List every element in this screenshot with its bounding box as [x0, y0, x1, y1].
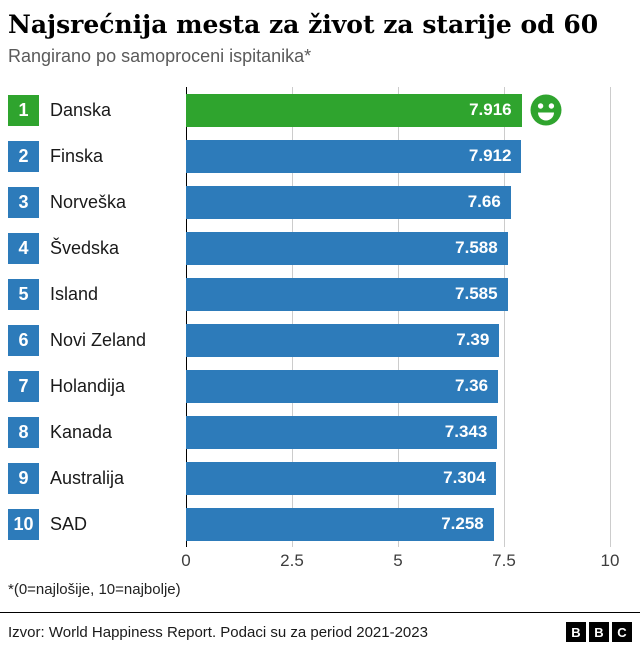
gridlines-layer: [186, 87, 611, 547]
bar-track: 7.258: [186, 507, 610, 541]
footer-divider: [0, 612, 640, 613]
bar: 7.343: [186, 415, 498, 449]
bar-value-label: 7.343: [444, 422, 488, 441]
x-tick-label: 7.5: [492, 551, 516, 570]
bar-value-label: 7.258: [441, 514, 484, 533]
x-tick-label: 10: [600, 551, 620, 570]
bar-value-label: 7.36: [454, 376, 489, 395]
rank-badge: 4: [8, 232, 39, 264]
rank-badge: 6: [8, 324, 39, 356]
country-label: Australija: [50, 467, 125, 488]
bar-value-label: 7.916: [469, 100, 512, 119]
chart-header: Najsrećnija mesta za život za starije od…: [0, 0, 640, 67]
bar-chart: 1 Danska 7.916 2 Finska 7.912 3 Norveška 7.66 4 Šv…: [0, 87, 640, 575]
row-label-group: 2 Finska: [8, 140, 186, 172]
bbc-logo-block: B: [566, 622, 586, 642]
gridline: [504, 87, 505, 547]
bar-rows: 1 Danska 7.916 2 Finska 7.912 3 Norveška 7.66 4 Šv…: [0, 87, 640, 547]
bar-row: 2 Finska 7.912: [0, 133, 640, 179]
row-label-group: 7 Holandija: [8, 370, 186, 402]
row-label-group: 9 Australija: [8, 462, 186, 494]
chart-subtitle: Rangirano po samoproceni ispitanika*: [8, 46, 312, 66]
bar-value-label: 7.585: [455, 284, 498, 303]
row-label-group: 10 SAD: [8, 508, 186, 540]
gridline: [398, 87, 399, 547]
country-label: Island: [50, 283, 99, 304]
country-label: Norveška: [50, 191, 127, 212]
bar-track: 7.343: [186, 415, 610, 449]
bar-track: 7.39: [186, 323, 610, 357]
bar-value-label: 7.912: [468, 146, 512, 165]
gridline: [610, 87, 611, 547]
row-label-group: 6 Novi Zeland: [8, 324, 186, 356]
bar-track: 7.585: [186, 277, 610, 311]
x-tick-label: 0: [181, 551, 191, 570]
country-label: Finska: [50, 145, 104, 166]
bar-row: 7 Holandija 7.36: [0, 363, 640, 409]
row-label-group: 5 Island: [8, 278, 186, 310]
rank-badge: 10: [8, 508, 39, 540]
country-label: Novi Zeland: [50, 329, 147, 350]
row-label-group: 1 Danska: [8, 94, 186, 126]
bar: 7.585: [186, 277, 508, 311]
plot-area: 1 Danska 7.916 2 Finska 7.912 3 Norveška 7.66 4 Šv…: [0, 87, 640, 547]
bar-value-label: 7.66: [467, 192, 501, 211]
bar-row: 9 Australija 7.304: [0, 455, 640, 501]
bar-track: 7.916: [186, 93, 610, 127]
bar-value-label: 7.304: [443, 468, 486, 487]
country-label: SAD: [50, 513, 88, 534]
source-credit: Izvor: World Happiness Report. Podaci su…: [8, 623, 428, 641]
country-label: Danska: [50, 99, 112, 120]
rank-badge: 5: [8, 278, 39, 310]
bar: 7.258: [186, 507, 494, 541]
bar-track: 7.588: [186, 231, 610, 265]
bar-row: 1 Danska 7.916: [0, 87, 640, 133]
bar-row: 10 SAD 7.258: [0, 501, 640, 547]
x-tick-label: 2.5: [280, 551, 304, 570]
footer: Izvor: World Happiness Report. Podaci su…: [0, 613, 640, 642]
bar: 7.588: [186, 231, 508, 265]
bbc-logo-block: C: [612, 622, 632, 642]
bar-row: 6 Novi Zeland 7.39: [0, 317, 640, 363]
bar-value-label: 7.39: [456, 330, 490, 349]
axis-zero-line: [186, 87, 187, 547]
country-label: Holandija: [50, 375, 126, 396]
bar-row: 4 Švedska 7.588: [0, 225, 640, 271]
bar-track: 7.66: [186, 185, 610, 219]
bar: 7.66: [186, 185, 511, 219]
x-tick-label: 5: [393, 551, 403, 570]
country-label: Kanada: [50, 421, 113, 442]
bar-value-label: 7.588: [455, 238, 498, 257]
bar: 7.912: [186, 139, 522, 173]
rank-badge: 9: [8, 462, 39, 494]
bar-row: 8 Kanada 7.343: [0, 409, 640, 455]
bar-row: 3 Norveška 7.66: [0, 179, 640, 225]
bar-highlighted: 7.916: [186, 93, 522, 127]
row-label-group: 8 Kanada: [8, 416, 186, 448]
bar-track: 7.912: [186, 139, 610, 173]
rank-badge: 7: [8, 370, 39, 402]
bar-track: 7.36: [186, 369, 610, 403]
scale-footnote: *(0=najlošije, 10=najbolje): [8, 581, 181, 598]
bar-row: 5 Island 7.585: [0, 271, 640, 317]
bar: 7.36: [186, 369, 499, 403]
row-label-group: 4 Švedska: [8, 232, 186, 264]
gridline: [292, 87, 293, 547]
rank-badge: 8: [8, 416, 39, 448]
country-label: Švedska: [50, 237, 120, 258]
smiley-face-icon: [530, 94, 562, 126]
row-label-group: 3 Norveška: [8, 186, 186, 218]
bar-track: 7.304: [186, 461, 610, 495]
rank-badge: 3: [8, 186, 39, 218]
bbc-logo-block: B: [589, 622, 609, 642]
x-axis: 0 2.5 5 7.5 10: [181, 547, 619, 575]
rank-badge: 1: [8, 94, 39, 126]
page-title: Najsrećnija mesta za život za starije od…: [8, 10, 599, 39]
rank-badge: 2: [8, 140, 39, 172]
bar: 7.39: [186, 323, 500, 357]
bar: 7.304: [186, 461, 496, 495]
